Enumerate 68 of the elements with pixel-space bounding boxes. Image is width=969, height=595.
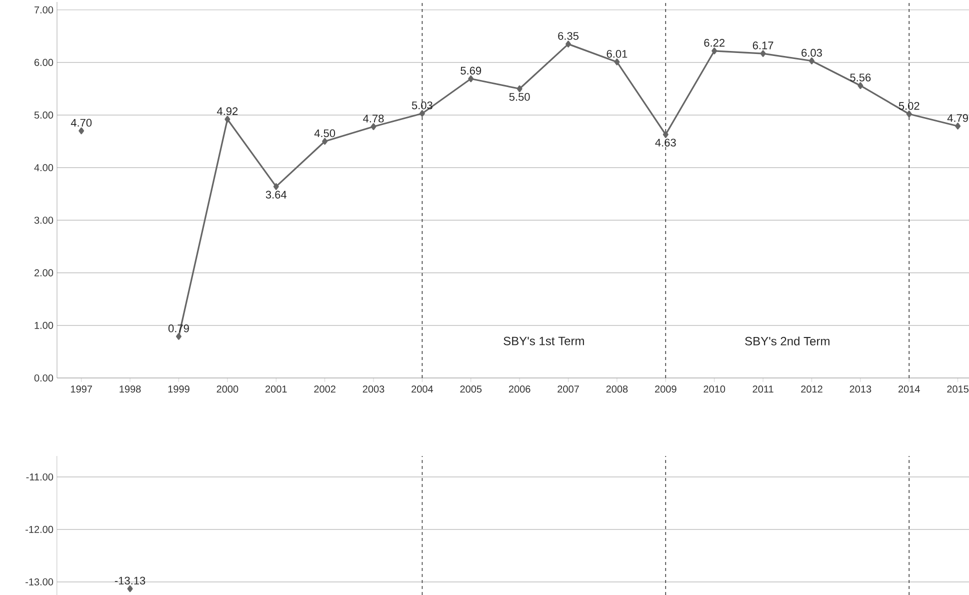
- data-label: 5.56: [850, 74, 871, 82]
- y-tick-label: -13.00: [26, 578, 54, 586]
- data-label: 4.78: [363, 114, 384, 122]
- y-tick-label: 6.00: [34, 58, 54, 66]
- y-tick-label: 0.00: [34, 374, 54, 382]
- x-tick-label: 2000: [216, 386, 238, 393]
- point: [273, 183, 279, 190]
- point: [78, 127, 84, 134]
- data-label: 5.50: [509, 92, 530, 101]
- x-tick-label: 1999: [168, 386, 190, 393]
- annotation: SBY's 2nd Term: [745, 336, 830, 346]
- y-tick-label: 7.00: [34, 6, 54, 14]
- x-tick-label: 1998: [120, 386, 141, 393]
- y-tick-label: -12.00: [26, 526, 54, 533]
- y-tick-label: 3.00: [34, 216, 54, 224]
- x-tick-label: 1997: [70, 386, 92, 393]
- data-label: 6.01: [606, 50, 628, 58]
- point: [419, 110, 425, 117]
- point: [370, 123, 376, 130]
- y-tick-label: -11.00: [26, 473, 54, 481]
- data-label: 4.50: [314, 129, 336, 138]
- point: [614, 58, 620, 66]
- point: [955, 122, 961, 130]
- x-tick-label: 2006: [508, 386, 530, 393]
- point: [662, 131, 668, 138]
- x-tick-label: 2005: [460, 386, 482, 393]
- x-tick-label: 2002: [314, 386, 336, 393]
- point: [322, 138, 328, 145]
- data-label: 5.03: [412, 102, 432, 110]
- data-label: 4.79: [947, 114, 968, 122]
- point: [468, 75, 474, 82]
- data-label: 6.35: [558, 32, 579, 40]
- x-tick-label: 2008: [606, 386, 628, 393]
- x-tick-label: 2010: [704, 386, 726, 393]
- y-tick-label: 5.00: [34, 112, 54, 119]
- data-label: 5.02: [898, 102, 920, 110]
- point: [760, 50, 766, 57]
- x-tick-label: 2007: [558, 386, 579, 393]
- y-tick-label: 4.00: [34, 164, 54, 172]
- x-tick-label: 2013: [850, 386, 872, 393]
- data-label: -13.13: [114, 576, 146, 585]
- data-label: 4.92: [216, 107, 238, 116]
- x-tick-label: 2014: [898, 386, 920, 393]
- annotation: SBY's 1st Term: [504, 336, 584, 346]
- point: [224, 116, 230, 123]
- data-label: 6.22: [704, 38, 724, 47]
- point: [858, 82, 864, 90]
- point: [176, 333, 182, 340]
- x-tick-label: 2012: [801, 386, 822, 393]
- x-tick-label: 2003: [362, 386, 384, 393]
- point: [566, 40, 572, 48]
- data-label: 4.70: [70, 118, 92, 127]
- y-tick-label: 2.00: [34, 269, 54, 276]
- x-tick-label: 2009: [655, 386, 676, 393]
- y-tick-label: 1.00: [34, 322, 54, 329]
- data-label: 5.69: [460, 66, 482, 75]
- point: [906, 110, 912, 118]
- data-label: 6.03: [802, 48, 822, 57]
- x-tick-label: 2011: [752, 386, 774, 393]
- point: [712, 47, 718, 54]
- data-label: 6.17: [752, 42, 774, 50]
- point: [516, 85, 522, 92]
- x-tick-label: 2004: [412, 386, 434, 393]
- data-label: 3.64: [266, 190, 286, 199]
- x-tick-label: 2015: [947, 386, 969, 393]
- point: [808, 57, 814, 64]
- data-label: 4.63: [655, 138, 676, 147]
- x-tick-label: 2001: [265, 386, 287, 393]
